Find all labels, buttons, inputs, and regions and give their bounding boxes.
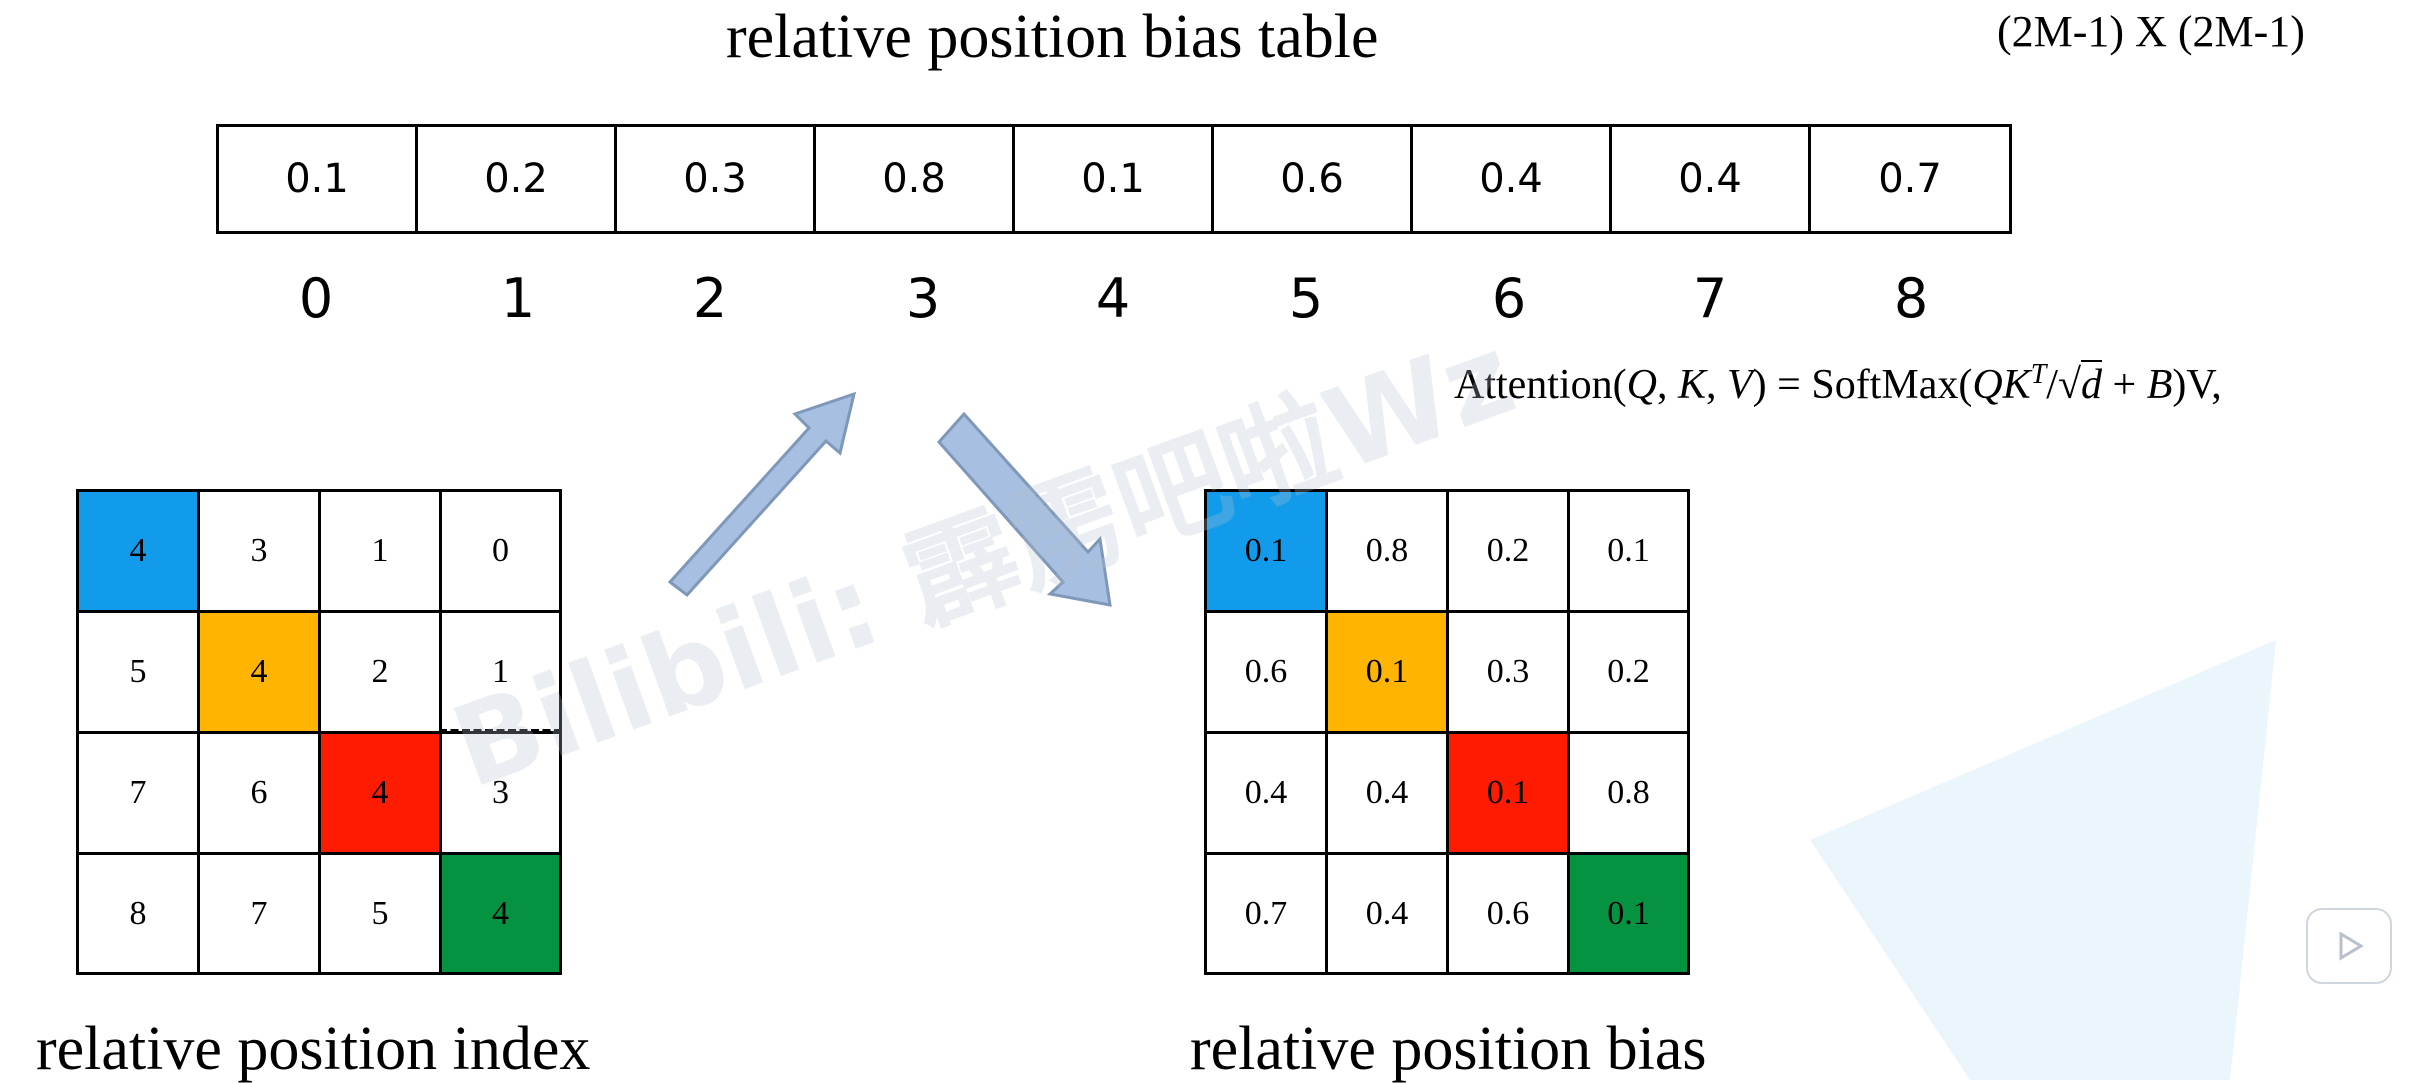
bias-grid-label: relative position bias (1190, 1015, 1707, 1083)
index-grid-cell: 3 (197, 489, 321, 613)
bias-table-cell: 0.8 (813, 124, 1015, 234)
diagram-title: relative position bias table (726, 3, 1379, 71)
bias-table-cell: 0.3 (614, 124, 816, 234)
index-grid-cell: 2 (318, 610, 442, 734)
index-grid-cell: 4 (439, 852, 562, 975)
bias-grid-cell: 0.4 (1204, 731, 1328, 855)
bias-grid-cell: 0.1 (1204, 489, 1328, 613)
table-size-label: (2M-1) X (2M-1) (1997, 7, 2305, 56)
index-grid-cell: 5 (76, 610, 200, 734)
bias-table-cell: 0.6 (1211, 124, 1413, 234)
dashed-annotation-line (439, 729, 562, 733)
bias-table-cell: 0.2 (415, 124, 617, 234)
relative-position-bias-grid: 0.1 0.8 0.2 0.1 0.6 0.1 0.3 0.2 0.4 0.4 … (1204, 489, 1690, 975)
index-grid-cell: 0 (439, 489, 562, 613)
bias-grid-cell: 0.7 (1204, 852, 1328, 975)
index-grid-cell: 4 (197, 610, 321, 734)
bias-table-index: 5 (1288, 267, 1324, 330)
index-grid-cell: 6 (197, 731, 321, 855)
bias-table-cell: 0.1 (1012, 124, 1214, 234)
index-grid-cell: 4 (76, 489, 200, 613)
relative-position-index-grid: 4 3 1 0 5 4 2 1 7 6 4 3 8 7 5 4 (76, 489, 562, 975)
bias-grid-cell: 0.2 (1446, 489, 1570, 613)
bias-table-index: 3 (905, 267, 941, 330)
decorative-triangle (1810, 640, 2276, 1080)
bias-grid-cell: 0.1 (1567, 852, 1690, 975)
bias-grid-cell: 0.1 (1567, 489, 1690, 613)
bias-grid-cell: 0.8 (1325, 489, 1449, 613)
bias-table-index: 0 (298, 267, 334, 330)
bias-table-index: 7 (1692, 267, 1728, 330)
bias-table-index: 1 (500, 267, 536, 330)
bias-grid-cell: 0.6 (1446, 852, 1570, 975)
bias-table-cell: 0.4 (1609, 124, 1811, 234)
bias-table-index: 4 (1095, 267, 1131, 330)
index-grid-cell: 1 (439, 610, 562, 734)
bias-table-cell: 0.4 (1410, 124, 1612, 234)
bias-table: 0.1 0.2 0.3 0.8 0.1 0.6 0.4 0.4 0.7 (216, 124, 2012, 234)
bias-grid-cell: 0.4 (1325, 852, 1449, 975)
index-grid-cell: 5 (318, 852, 442, 975)
index-grid-cell: 7 (197, 852, 321, 975)
bias-grid-cell: 0.2 (1567, 610, 1690, 734)
bias-table-cell: 0.1 (216, 124, 418, 234)
attention-formula: Attention(Q, K, V) = SoftMax(QKT/√d + B)… (1454, 359, 2222, 408)
bias-grid-cell: 0.4 (1325, 731, 1449, 855)
index-grid-cell: 7 (76, 731, 200, 855)
index-grid-label: relative position index (36, 1015, 591, 1083)
bias-table-index: 8 (1893, 267, 1929, 330)
index-grid-cell: 4 (318, 731, 442, 855)
down-arrow-icon (936, 411, 1112, 607)
arrows-graphic (667, 391, 1112, 607)
bias-table-cell: 0.7 (1808, 124, 2012, 234)
up-arrow-icon (667, 391, 857, 598)
index-grid-cell: 8 (76, 852, 200, 975)
index-grid-cell: 1 (318, 489, 442, 613)
bias-table-index: 2 (692, 267, 728, 330)
bias-grid-cell: 0.6 (1204, 610, 1328, 734)
bias-grid-cell: 0.1 (1325, 610, 1449, 734)
bias-grid-cell: 0.8 (1567, 731, 1690, 855)
bias-grid-cell: 0.1 (1446, 731, 1570, 855)
bias-grid-cell: 0.3 (1446, 610, 1570, 734)
video-play-icon[interactable] (2306, 908, 2392, 984)
bias-table-index: 6 (1491, 267, 1527, 330)
